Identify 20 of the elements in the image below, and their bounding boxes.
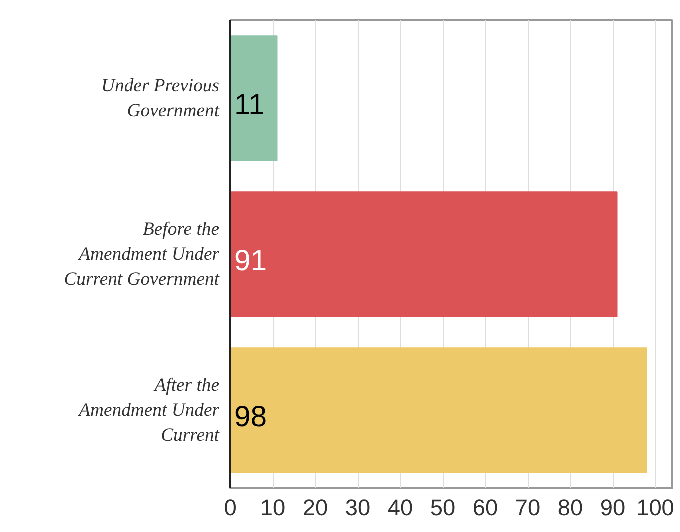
data-label: 98: [234, 400, 268, 434]
data-label: 11: [234, 88, 265, 122]
bar: [230, 348, 648, 474]
y-tick-label: Under Previous Government: [102, 75, 220, 122]
x-tick-label: 70: [515, 494, 541, 520]
x-tick-label: 10: [260, 494, 286, 520]
x-tick-label: 40: [388, 494, 414, 520]
data-label: 91: [234, 244, 268, 278]
bar: [230, 192, 618, 318]
x-tick-label: 30: [345, 494, 371, 520]
x-tick-label: 50: [430, 494, 456, 520]
y-tick-label: After the Amendment Under Current: [77, 374, 220, 446]
x-tick-label: 80: [558, 494, 584, 520]
x-tick-label: 20: [302, 494, 328, 520]
x-tick-label: 0: [224, 494, 237, 520]
x-tick-label: 90: [600, 494, 626, 520]
x-tick-label: 100: [636, 494, 674, 520]
x-tick-label: 60: [472, 494, 498, 520]
y-tick-label: Before the Amendment Under Current Government: [64, 218, 220, 290]
bar: [230, 36, 278, 162]
